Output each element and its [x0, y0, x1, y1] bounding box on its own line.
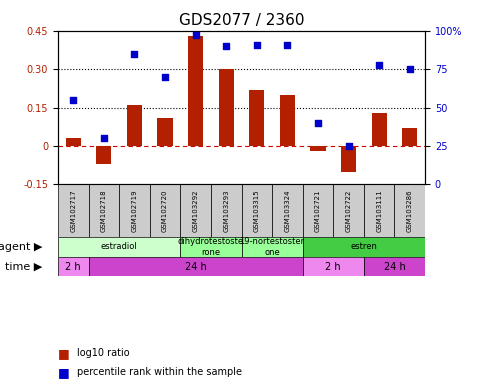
Bar — [249, 89, 265, 146]
Text: GSM102720: GSM102720 — [162, 189, 168, 232]
Bar — [127, 105, 142, 146]
Text: GSM103111: GSM103111 — [376, 189, 382, 232]
Point — [253, 41, 261, 48]
Bar — [364, 257, 425, 276]
Text: log10 ratio: log10 ratio — [77, 348, 130, 358]
Bar — [333, 184, 364, 237]
Bar — [219, 69, 234, 146]
Bar — [303, 257, 364, 276]
Bar — [272, 184, 303, 237]
Point — [284, 41, 291, 48]
Text: GSM103293: GSM103293 — [223, 189, 229, 232]
Bar — [58, 184, 88, 237]
Bar — [371, 113, 387, 146]
Point — [345, 143, 353, 149]
Point — [192, 32, 199, 38]
Point — [161, 74, 169, 80]
Text: GSM102719: GSM102719 — [131, 189, 138, 232]
Text: 24 h: 24 h — [384, 262, 405, 271]
Bar — [58, 257, 88, 276]
Bar — [242, 237, 303, 257]
Text: GSM103324: GSM103324 — [284, 189, 290, 232]
Text: 2 h: 2 h — [326, 262, 341, 271]
Text: ■: ■ — [58, 347, 70, 360]
Text: GSM103286: GSM103286 — [407, 189, 413, 232]
Text: GSM102718: GSM102718 — [101, 189, 107, 232]
Bar — [341, 146, 356, 172]
Bar — [180, 237, 242, 257]
Point — [314, 120, 322, 126]
Point — [222, 43, 230, 49]
Bar — [88, 184, 119, 237]
Text: estren: estren — [351, 242, 377, 252]
Point — [100, 135, 108, 141]
Text: dihydrotestoste
rone: dihydrotestoste rone — [178, 237, 244, 257]
Text: 19-nortestoster
one: 19-nortestoster one — [240, 237, 305, 257]
Bar — [242, 184, 272, 237]
Point — [70, 97, 77, 103]
Bar — [395, 184, 425, 237]
Point — [375, 61, 383, 68]
Bar — [303, 184, 333, 237]
Bar — [311, 146, 326, 151]
Text: GSM102717: GSM102717 — [70, 189, 76, 232]
Bar — [66, 138, 81, 146]
Bar — [150, 184, 180, 237]
Bar — [96, 146, 112, 164]
Bar — [402, 128, 417, 146]
Text: 24 h: 24 h — [185, 262, 207, 271]
Bar — [280, 95, 295, 146]
Title: GDS2077 / 2360: GDS2077 / 2360 — [179, 13, 304, 28]
Text: percentile rank within the sample: percentile rank within the sample — [77, 367, 242, 377]
Text: GSM103292: GSM103292 — [193, 189, 199, 232]
Text: GSM103315: GSM103315 — [254, 189, 260, 232]
Point — [130, 51, 138, 57]
Bar — [180, 184, 211, 237]
Bar — [364, 184, 395, 237]
Text: estradiol: estradiol — [101, 242, 138, 252]
Text: time ▶: time ▶ — [5, 262, 43, 271]
Bar — [211, 184, 242, 237]
Point — [406, 66, 413, 72]
Bar — [88, 257, 303, 276]
Bar — [303, 237, 425, 257]
Text: GSM102722: GSM102722 — [345, 189, 352, 232]
Text: GSM102721: GSM102721 — [315, 189, 321, 232]
Text: agent ▶: agent ▶ — [0, 242, 43, 252]
Text: 2 h: 2 h — [65, 262, 81, 271]
Bar — [157, 118, 173, 146]
Text: ■: ■ — [58, 366, 70, 379]
Bar — [58, 237, 180, 257]
Bar — [119, 184, 150, 237]
Bar — [188, 36, 203, 146]
